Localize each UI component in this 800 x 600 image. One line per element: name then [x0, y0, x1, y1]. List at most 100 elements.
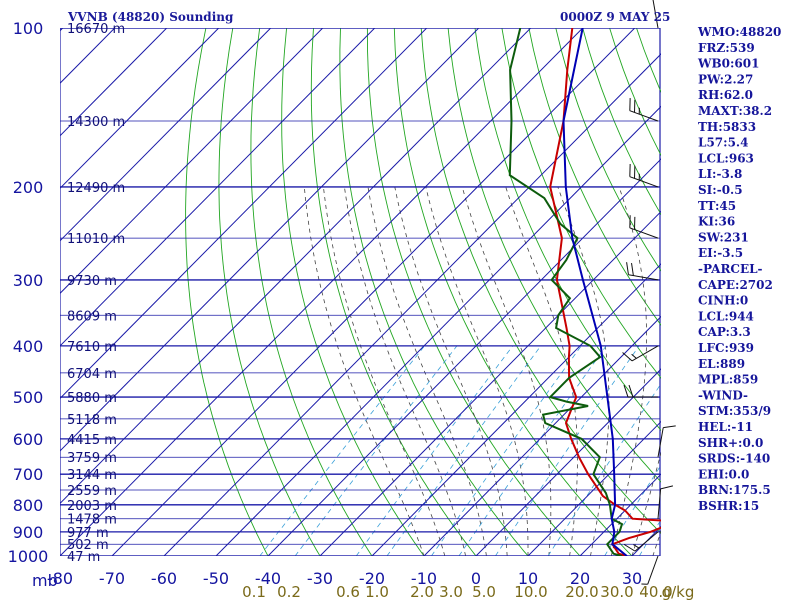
isotherm [60, 28, 220, 190]
stat-line: EI:-3.5 [698, 246, 743, 260]
temperature-tick-label: 30 [622, 569, 642, 588]
wind-barb [629, 215, 659, 239]
stat-line: EHI:0.0 [698, 467, 749, 481]
stat-line: -PARCEL- [698, 262, 763, 276]
moist-adiabat [461, 186, 552, 556]
temperature-tick-label: -70 [99, 569, 125, 588]
stat-line: L57:5.4 [698, 136, 748, 150]
stat-line: WB0:601 [697, 57, 759, 71]
parcel-curve [562, 28, 628, 556]
height-label: 7610 m [67, 340, 117, 355]
mixing-ratio-unit: g/kg [662, 583, 695, 600]
mixing-ratio-tick-label: 0.1 [242, 583, 266, 600]
barb-staff [647, 555, 659, 585]
pressure-tick-label: 300 [13, 271, 44, 290]
barb-half-flag [631, 353, 637, 359]
height-label: 5118 m [67, 413, 117, 428]
stat-line: HEL:-11 [698, 420, 753, 434]
wind-barb [629, 164, 659, 188]
isotherm [60, 28, 168, 137]
height-label: 3759 m [67, 451, 117, 466]
stat-line: WMO:48820 [697, 25, 781, 39]
pressure-tick-label: 400 [13, 337, 44, 356]
stat-line: LCL:963 [698, 151, 754, 165]
stat-line: BSHR:15 [698, 499, 759, 513]
stat-line: KI:36 [698, 215, 735, 229]
pressure-tick-label: 1000 [8, 547, 49, 566]
barb-flag [660, 485, 674, 490]
isotherm [60, 28, 428, 400]
stat-line: EL:889 [698, 357, 745, 371]
stat-line: CINH:0 [698, 294, 748, 308]
wind-barb [623, 531, 659, 552]
dry-adiabat [447, 28, 661, 483]
stat-line: -WIND- [698, 388, 748, 402]
isotherm [60, 28, 584, 556]
stat-line: BRN:175.5 [698, 483, 771, 497]
height-label: 16670 m [67, 22, 125, 37]
plot-frame [60, 28, 661, 556]
mixing-ratio-tick-label: 0.6 [336, 583, 360, 600]
wind-barb [623, 384, 658, 398]
pressure-tick-label: 700 [13, 465, 44, 484]
moist-adiabat [394, 186, 508, 556]
stat-line: SW:231 [698, 230, 749, 244]
wind-barbs [622, 0, 676, 585]
stat-line: TT:45 [698, 199, 736, 213]
mixing-ratio-tick-label: 40.0 [639, 583, 672, 600]
isotherm [60, 28, 324, 295]
height-label: 977 m [67, 526, 109, 541]
temperature-tick-label: 0 [471, 569, 481, 588]
wind-barb [657, 425, 676, 458]
moist-adiabat [323, 186, 446, 556]
stat-line: SRDS:-140 [698, 452, 770, 466]
mixing-ratio-tick-label: 30.0 [600, 583, 633, 600]
mixing-ratio-line [259, 345, 425, 556]
barb-flag [626, 262, 629, 275]
moist-adiabat [505, 186, 578, 556]
pressure-tick-label: 200 [13, 178, 44, 197]
plot-area [0, 28, 800, 556]
isotherm [423, 315, 661, 556]
stat-line: LFC:939 [698, 341, 754, 355]
pressure-tick-label: 600 [13, 430, 44, 449]
height-label: 11010 m [67, 232, 125, 247]
barb-flag [623, 384, 629, 398]
barb-staff [652, 0, 659, 29]
temperature-tick-label: -20 [359, 569, 385, 588]
dry-adiabat [281, 28, 425, 556]
isotherm [475, 368, 661, 556]
height-label: 2559 m [67, 484, 117, 499]
isotherm [215, 105, 661, 556]
mixing-ratio-tick-label: 0.2 [277, 583, 301, 600]
height-label: 3144 m [67, 468, 117, 483]
dry-adiabat [339, 28, 529, 556]
isotherm [60, 28, 376, 347]
stat-line: SI:-0.5 [698, 183, 743, 197]
height-label: 502 m [67, 538, 109, 553]
barb-flag [663, 425, 676, 429]
height-label: 6704 m [67, 367, 117, 382]
moist-adiabat [610, 186, 648, 556]
stat-line: LCL:944 [698, 309, 754, 323]
isotherm [267, 158, 661, 556]
stat-line: PW:2.27 [698, 72, 753, 86]
isotherm [111, 28, 636, 556]
isotherm [319, 210, 661, 556]
dry-adiabat [771, 28, 800, 556]
height-label: 1478 m [67, 513, 117, 528]
mixing-ratio-tick-label: 20.0 [565, 583, 598, 600]
temperature-tick-label: 10 [518, 569, 538, 588]
pressure-tick-label: 500 [13, 388, 44, 407]
stat-line: LI:-3.8 [698, 167, 742, 181]
wind-barb [629, 98, 659, 122]
height-label: 14300 m [67, 115, 125, 130]
mixing-ratio-line [386, 345, 542, 556]
moist-adiabat [344, 186, 466, 556]
observation-time: 0000Z 9 MAY 25 [560, 10, 670, 24]
mixing-ratio-tick-label: 3.0 [439, 583, 463, 600]
isotherm [0, 28, 11, 556]
station-title: VVNB (48820) Sounding [67, 10, 234, 24]
